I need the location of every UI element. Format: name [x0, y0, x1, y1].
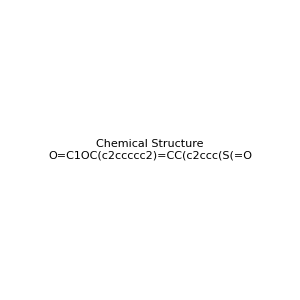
- Text: Chemical Structure
O=C1OC(c2ccccc2)=CC(c2ccc(S(=O: Chemical Structure O=C1OC(c2ccccc2)=CC(c…: [48, 139, 252, 161]
